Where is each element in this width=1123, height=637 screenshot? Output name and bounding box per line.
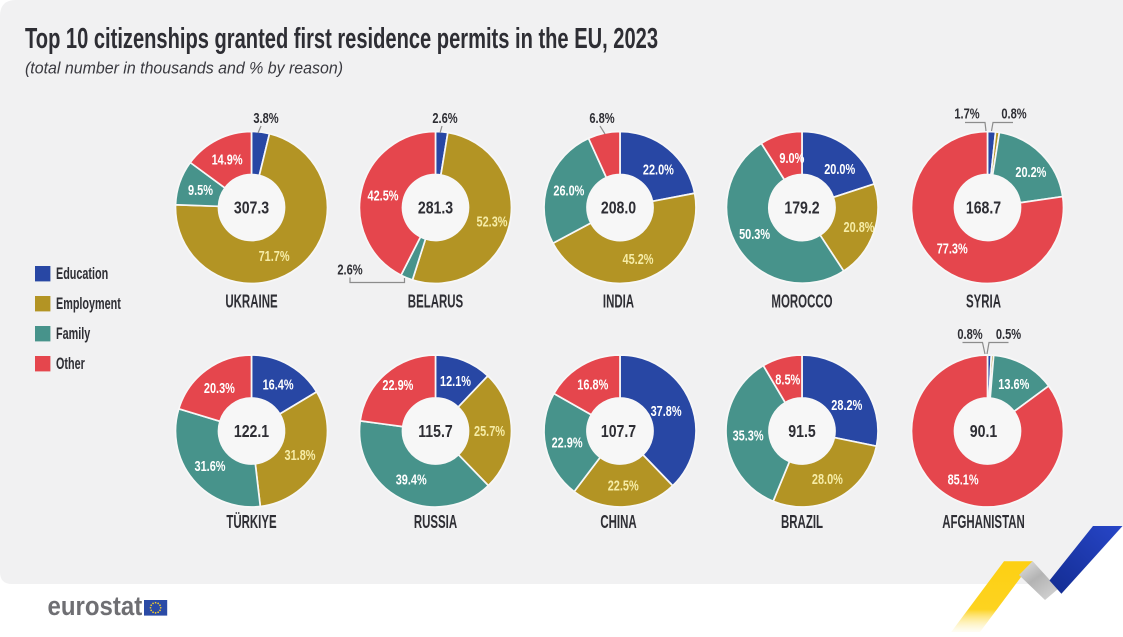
svg-text:0.5%: 0.5% xyxy=(996,327,1021,343)
svg-text:13.6%: 13.6% xyxy=(998,376,1029,393)
svg-text:39.4%: 39.4% xyxy=(396,472,427,489)
svg-text:50.3%: 50.3% xyxy=(739,226,770,243)
svg-text:168.7: 168.7 xyxy=(966,197,1001,217)
svg-text:22.9%: 22.9% xyxy=(382,377,413,394)
svg-text:31.6%: 31.6% xyxy=(195,458,226,475)
svg-text:TÜRKIYE: TÜRKIYE xyxy=(226,511,276,532)
svg-text:26.0%: 26.0% xyxy=(553,183,584,200)
svg-text:20.8%: 20.8% xyxy=(844,219,875,236)
svg-text:77.3%: 77.3% xyxy=(937,241,968,258)
svg-text:9.5%: 9.5% xyxy=(188,182,213,199)
svg-text:2.6%: 2.6% xyxy=(337,263,362,279)
svg-text:SYRIA: SYRIA xyxy=(966,291,1001,312)
svg-text:90.1: 90.1 xyxy=(970,421,998,441)
svg-text:107.7: 107.7 xyxy=(601,421,636,441)
svg-text:UKRAINE: UKRAINE xyxy=(225,291,277,312)
svg-text:179.2: 179.2 xyxy=(784,197,820,217)
svg-text:22.9%: 22.9% xyxy=(552,434,583,451)
svg-text:52.3%: 52.3% xyxy=(477,214,508,231)
svg-text:28.0%: 28.0% xyxy=(812,471,843,488)
svg-text:Other: Other xyxy=(56,355,85,373)
svg-text:25.7%: 25.7% xyxy=(474,423,505,440)
svg-text:14.9%: 14.9% xyxy=(212,152,243,169)
svg-text:0.8%: 0.8% xyxy=(1001,107,1026,123)
svg-text:Employment: Employment xyxy=(56,295,121,313)
svg-text:12.1%: 12.1% xyxy=(440,373,471,390)
svg-text:35.3%: 35.3% xyxy=(733,427,764,444)
svg-text:3.8%: 3.8% xyxy=(253,111,278,127)
svg-text:INDIA: INDIA xyxy=(603,291,634,312)
svg-text:31.8%: 31.8% xyxy=(285,447,316,464)
svg-text:6.8%: 6.8% xyxy=(589,111,614,127)
svg-text:eurostat: eurostat xyxy=(48,591,143,621)
svg-text:2.6%: 2.6% xyxy=(432,111,457,127)
svg-text:20.0%: 20.0% xyxy=(824,161,855,178)
svg-text:28.2%: 28.2% xyxy=(831,397,862,414)
svg-text:71.7%: 71.7% xyxy=(259,248,290,265)
svg-text:42.5%: 42.5% xyxy=(368,187,399,204)
svg-text:122.1: 122.1 xyxy=(234,421,270,441)
svg-text:RUSSIA: RUSSIA xyxy=(414,511,457,532)
svg-text:Family: Family xyxy=(56,325,91,343)
svg-text:307.3: 307.3 xyxy=(234,197,270,217)
svg-text:CHINA: CHINA xyxy=(600,511,636,532)
svg-text:22.5%: 22.5% xyxy=(608,477,639,494)
svg-text:22.0%: 22.0% xyxy=(643,161,674,178)
svg-text:BRAZIL: BRAZIL xyxy=(781,511,823,532)
svg-text:85.1%: 85.1% xyxy=(948,472,979,489)
svg-text:MOROCCO: MOROCCO xyxy=(771,291,832,312)
svg-text:16.4%: 16.4% xyxy=(263,376,294,393)
svg-text:Education: Education xyxy=(56,265,108,283)
svg-text:91.5: 91.5 xyxy=(788,421,816,441)
svg-text:208.0: 208.0 xyxy=(601,197,637,217)
svg-text:16.8%: 16.8% xyxy=(577,377,608,394)
svg-text:281.3: 281.3 xyxy=(418,197,454,217)
svg-text:8.5%: 8.5% xyxy=(775,371,800,388)
svg-text:37.8%: 37.8% xyxy=(651,403,682,420)
svg-text:AFGHANISTAN: AFGHANISTAN xyxy=(942,511,1025,532)
svg-text:1.7%: 1.7% xyxy=(954,107,979,123)
svg-text:9.0%: 9.0% xyxy=(779,150,804,167)
svg-text:115.7: 115.7 xyxy=(418,421,453,441)
svg-text:45.2%: 45.2% xyxy=(623,251,654,268)
svg-text:Top 10 citizenships granted fi: Top 10 citizenships granted first reside… xyxy=(25,23,658,55)
svg-text:0.8%: 0.8% xyxy=(957,327,982,343)
svg-text:20.2%: 20.2% xyxy=(1015,164,1046,181)
svg-text:(total number in thousands and: (total number in thousands and % by reas… xyxy=(25,60,343,78)
svg-text:BELARUS: BELARUS xyxy=(408,291,463,312)
svg-text:20.3%: 20.3% xyxy=(204,380,235,397)
